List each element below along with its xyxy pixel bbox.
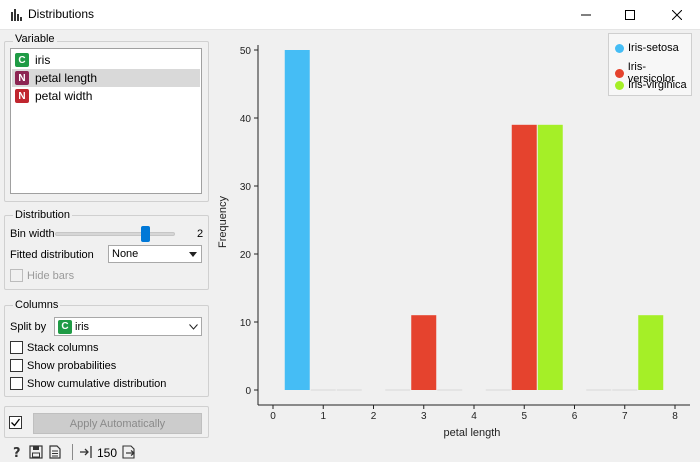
input-data-icon xyxy=(80,446,92,458)
y-tick-label: 0 xyxy=(245,386,251,397)
histogram-app-icon xyxy=(11,9,22,21)
minimize-icon xyxy=(581,14,591,16)
svg-text:?: ? xyxy=(13,446,21,459)
numeric-badge-icon: N xyxy=(15,89,29,103)
dropdown-arrow-icon xyxy=(185,251,201,257)
list-item-iris[interactable]: C iris xyxy=(12,51,200,69)
x-axis-title: petal length xyxy=(444,427,501,439)
variable-group xyxy=(4,41,209,202)
distribution-group xyxy=(4,215,209,290)
split-by-label: Split by xyxy=(10,321,47,333)
list-item-petal-length[interactable]: N petal length xyxy=(12,69,200,87)
numeric-badge-icon: N xyxy=(15,71,29,85)
x-tick-label: 0 xyxy=(270,411,276,422)
stack-columns-checkbox[interactable] xyxy=(10,341,23,354)
bin-width-label: Bin width xyxy=(10,228,55,240)
columns-group xyxy=(4,305,209,397)
y-tick-label: 50 xyxy=(240,46,252,57)
maximize-button[interactable] xyxy=(607,0,653,30)
legend-label: Iris-setosa xyxy=(628,42,679,54)
bin-width-value: 2 xyxy=(197,228,204,240)
show-probabilities-label: Show probabilities xyxy=(27,360,117,372)
fitted-distribution-value: None xyxy=(112,248,139,260)
x-tick-label: 8 xyxy=(672,411,678,422)
status-separator xyxy=(72,444,73,460)
legend: Iris-setosa Iris-versicolor Iris-virgini… xyxy=(608,33,692,96)
histogram-chart: 0 10 20 30 40 50 0 1 2 3 4 5 6 7 8 petal length Frequenc… xyxy=(217,45,690,439)
show-cumulative-label: Show cumulative distribution xyxy=(27,378,167,390)
variable-list[interactable]: C iris N petal length N petal width xyxy=(10,48,202,194)
legend-item-virginica: Iris-virginica xyxy=(615,79,687,91)
legend-label: Iris-virginica xyxy=(628,79,687,91)
y-tick-label: 40 xyxy=(240,114,252,125)
x-tick-label: 4 xyxy=(471,411,477,422)
fitted-distribution-select[interactable]: None xyxy=(108,245,202,263)
apply-automatically-checkbox[interactable] xyxy=(9,416,22,429)
title-bar: Distributions xyxy=(0,0,700,30)
y-tick-label: 10 xyxy=(240,318,252,329)
hide-bars-checkbox[interactable] xyxy=(10,269,23,282)
bar-iris-virginica xyxy=(537,124,563,391)
split-by-value: iris xyxy=(75,320,90,333)
bar-iris-setosa xyxy=(284,50,310,390)
close-button[interactable] xyxy=(654,0,700,30)
plot-area: 0 10 20 30 40 50 0 1 2 3 4 5 6 7 8 petal length Frequenc… xyxy=(214,33,700,462)
categorical-badge-icon: C xyxy=(58,319,72,334)
legend-item-versicolor: Iris-versicolor xyxy=(615,61,691,85)
list-item-label: petal length xyxy=(35,71,98,85)
x-tick-label: 7 xyxy=(622,411,628,422)
hide-bars-label: Hide bars xyxy=(27,270,75,282)
stack-columns-label: Stack columns xyxy=(27,342,99,354)
list-item-label: iris xyxy=(35,53,51,67)
x-tick-label: 6 xyxy=(572,411,578,422)
show-cumulative-checkbox[interactable] xyxy=(10,377,23,390)
close-icon xyxy=(672,10,682,20)
bar-iris-virginica xyxy=(638,315,664,390)
checkmark-icon xyxy=(11,418,21,427)
data-count: 150 xyxy=(97,446,118,460)
legend-item-setosa: Iris-setosa xyxy=(615,42,679,54)
list-item-petal-width[interactable]: N petal width xyxy=(12,87,200,105)
x-tick-label: 1 xyxy=(320,411,326,422)
maximize-icon xyxy=(625,10,635,20)
bar-iris-versicolor xyxy=(411,315,437,390)
distribution-group-title: Distribution xyxy=(13,209,73,221)
bin-width-slider-handle[interactable] xyxy=(141,226,150,242)
y-tick-label: 30 xyxy=(240,182,252,193)
bar-iris-versicolor xyxy=(511,124,537,391)
legend-swatch-versicolor xyxy=(615,68,624,78)
apply-group xyxy=(4,406,209,438)
report-icon[interactable] xyxy=(48,445,62,459)
categorical-badge-icon: C xyxy=(15,53,29,67)
save-icon[interactable] xyxy=(29,445,43,459)
show-probabilities-checkbox[interactable] xyxy=(10,359,23,372)
x-tick-label: 2 xyxy=(371,411,377,422)
fitted-distribution-label: Fitted distribution xyxy=(10,249,94,261)
apply-automatically-button[interactable]: Apply Automatically xyxy=(33,413,202,434)
x-tick-label: 5 xyxy=(521,411,527,422)
split-by-select[interactable]: C iris xyxy=(54,317,202,336)
legend-swatch-setosa xyxy=(615,43,624,53)
legend-swatch-virginica xyxy=(615,80,624,90)
variable-group-title: Variable xyxy=(13,33,57,45)
output-data-icon xyxy=(122,445,135,459)
chevron-down-icon xyxy=(185,323,201,330)
window-title: Distributions xyxy=(28,7,95,21)
x-tick-label: 3 xyxy=(421,411,427,422)
y-tick-label: 20 xyxy=(240,250,252,261)
columns-group-title: Columns xyxy=(13,299,61,311)
bin-width-slider-track[interactable] xyxy=(55,232,175,236)
legend-label: Iris-versicolor xyxy=(627,61,675,85)
help-icon[interactable]: ? xyxy=(10,445,24,459)
minimize-button[interactable] xyxy=(563,0,609,30)
y-axis-title: Frequency xyxy=(217,196,229,248)
list-item-label: petal width xyxy=(35,89,93,103)
